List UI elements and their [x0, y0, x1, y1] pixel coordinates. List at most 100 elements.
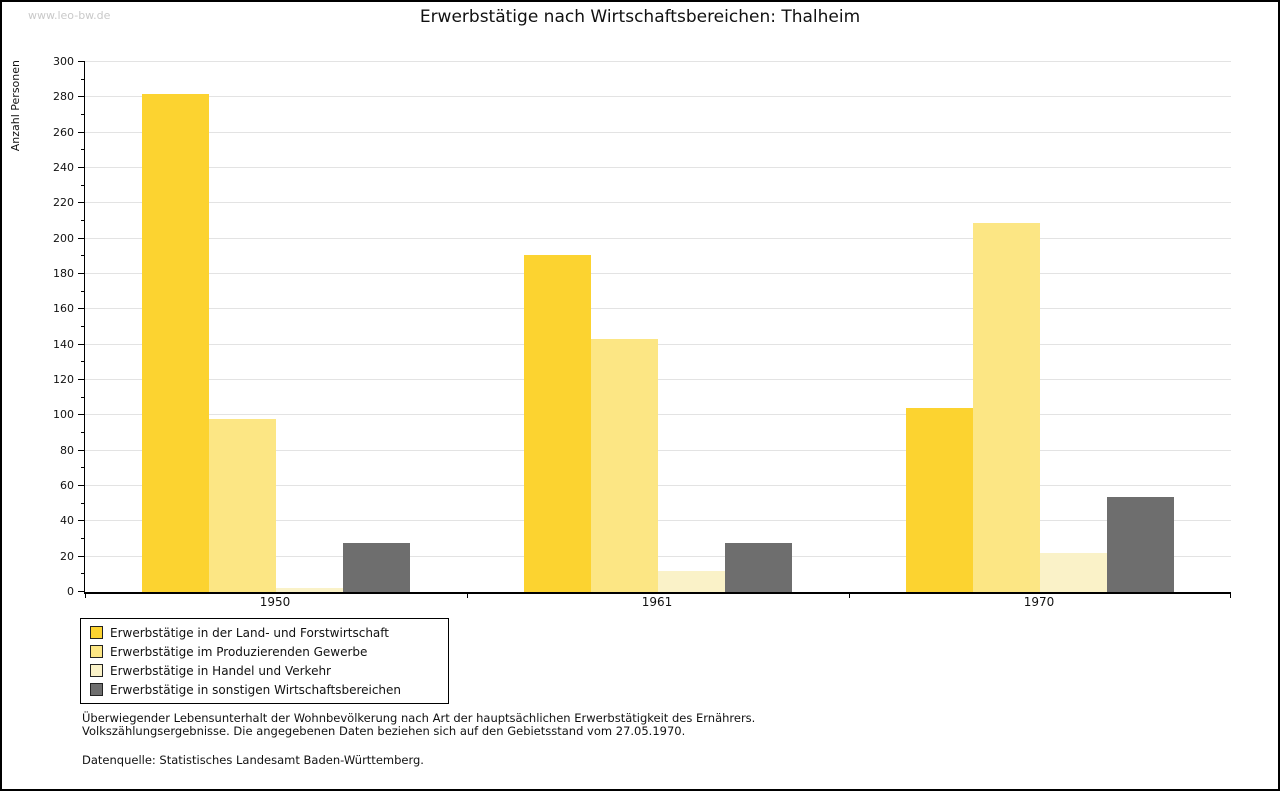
y-tick-major — [78, 414, 85, 416]
y-tick-major — [78, 308, 85, 310]
y-tick-minor — [81, 432, 85, 433]
bar-1950-series3 — [276, 588, 343, 592]
y-tick-minor — [81, 114, 85, 115]
y-tick-major — [78, 485, 85, 486]
bar-1961-series4 — [725, 542, 792, 592]
y-tick-major — [78, 591, 85, 592]
y-tick-label: 260 — [53, 125, 74, 139]
gridline — [85, 379, 1231, 380]
y-tick-label: 180 — [53, 267, 74, 280]
y-tick-minor — [81, 184, 85, 186]
y-tick-label: 120 — [53, 373, 74, 386]
bar-1961-series1 — [524, 254, 591, 592]
gridline — [85, 131, 1231, 133]
gridline — [85, 414, 1231, 416]
y-tick-label: 80 — [60, 443, 74, 457]
y-tick-minor — [81, 467, 85, 469]
y-tick-minor — [81, 220, 85, 221]
y-tick-major — [78, 520, 85, 522]
y-tick-minor — [81, 290, 85, 292]
bar-1950-series4 — [343, 542, 410, 592]
legend: Erwerbstätige in der Land- und Forstwirt… — [80, 618, 449, 704]
chart-title: Erwerbstätige nach Wirtschaftsbereichen:… — [419, 7, 861, 27]
legend-item: Erwerbstätige im Produzierenden Gewerbe — [90, 642, 440, 661]
gridline — [85, 343, 1231, 345]
legend-swatch — [90, 626, 103, 639]
y-tick-label: 240 — [53, 161, 74, 174]
y-tick-major — [78, 273, 85, 274]
y-tick-major — [78, 96, 85, 98]
y-tick-label: 160 — [53, 302, 74, 316]
gridline — [85, 167, 1231, 168]
legend-items: Erwerbstätige in der Land- und Forstwirt… — [90, 623, 440, 699]
legend-item: Erwerbstätige in sonstigen Wirtschaftsbe… — [90, 680, 440, 699]
y-tick-major — [78, 555, 85, 557]
y-tick-label: 300 — [53, 55, 74, 68]
y-tick-major — [78, 167, 85, 168]
legend-item: Erwerbstätige in der Land- und Forstwirt… — [90, 623, 440, 642]
bar-1970-series2 — [973, 222, 1040, 592]
y-tick-minor — [81, 502, 85, 504]
legend-label: Erwerbstätige in Handel und Verkehr — [110, 663, 331, 678]
gridline — [85, 61, 1231, 62]
y-tick-major — [78, 202, 85, 204]
y-tick-major — [78, 379, 85, 380]
category-label: 1950 — [259, 595, 291, 609]
footer-source: Datenquelle: Statistisches Landesamt Bad… — [82, 753, 424, 767]
gridline — [85, 273, 1231, 274]
bar-1970-series1 — [906, 408, 973, 592]
y-tick-minor — [81, 78, 85, 80]
x-tick — [1230, 592, 1231, 598]
y-axis-labels: 0 20 40 60 80 100 120 140 160 180 200 220 240 260 280 3… — [2, 56, 74, 598]
legend-label: Erwerbstätige in der Land- und Forstwirt… — [110, 625, 389, 640]
y-tick-major — [78, 237, 85, 239]
y-tick-major — [78, 449, 85, 451]
bar-1970-series4 — [1107, 496, 1174, 592]
x-tick — [85, 592, 86, 598]
bar-1961-series2 — [591, 339, 658, 592]
y-tick-minor — [81, 326, 85, 327]
legend-swatch — [90, 683, 103, 696]
gridline — [85, 202, 1231, 204]
y-tick-minor — [81, 573, 85, 575]
y-tick-minor — [81, 361, 85, 363]
y-tick-minor — [81, 149, 85, 151]
gridline — [85, 237, 1231, 239]
y-tick-label: 220 — [53, 196, 74, 210]
gridline — [85, 520, 1231, 522]
gridline — [85, 485, 1231, 486]
y-tick-label: 40 — [60, 514, 74, 528]
legend-label: Erwerbstätige in sonstigen Wirtschaftsbe… — [110, 682, 402, 697]
bar-1970-series3 — [1040, 553, 1107, 592]
gridline — [85, 449, 1231, 451]
category-label: 1970 — [1023, 595, 1055, 609]
y-tick-label: 20 — [60, 549, 74, 563]
y-tick-label: 0 — [67, 585, 74, 598]
watermark: www.leo-bw.de — [28, 9, 111, 22]
footer-note-line1: Überwiegender Lebensunterhalt der Wohnbe… — [82, 711, 756, 725]
chart-plot — [78, 61, 1231, 598]
x-tick — [467, 592, 468, 598]
gridline — [85, 96, 1231, 98]
legend-item: Erwerbstätige in Handel und Verkehr — [90, 661, 440, 680]
y-tick-minor — [81, 538, 85, 539]
category-label: 1961 — [641, 595, 673, 609]
gridline — [85, 555, 1231, 557]
y-tick-major — [78, 131, 85, 133]
bar-1950-series1 — [142, 93, 209, 592]
gridline — [85, 308, 1231, 310]
y-tick-major — [78, 61, 85, 62]
y-tick-label: 140 — [53, 337, 74, 351]
bar-1950-series2 — [209, 418, 276, 592]
bar-1961-series3 — [658, 570, 725, 592]
y-tick-label: 60 — [60, 479, 74, 492]
y-tick-label: 100 — [53, 408, 74, 422]
x-axis-labels: 1950 1961 1970 — [84, 595, 1230, 611]
x-tick — [849, 592, 850, 598]
y-tick-minor — [81, 396, 85, 398]
legend-swatch — [90, 664, 103, 677]
y-tick-label: 280 — [53, 90, 74, 104]
y-tick-minor — [81, 255, 85, 257]
legend-swatch — [90, 645, 103, 658]
